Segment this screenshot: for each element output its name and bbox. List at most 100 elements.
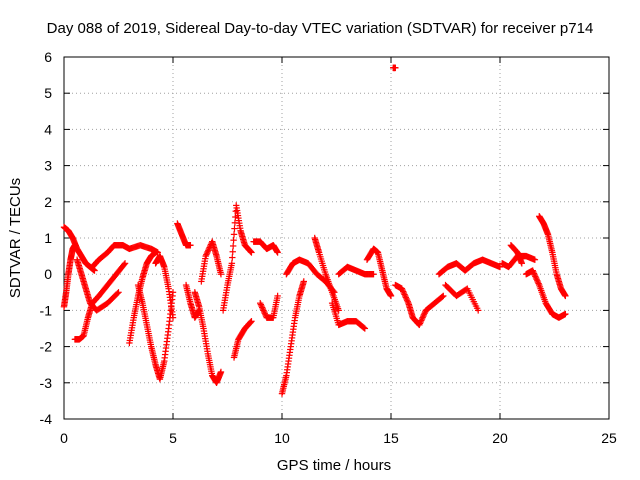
data-point <box>401 292 409 300</box>
data-point <box>260 307 267 314</box>
data-point <box>71 242 79 249</box>
data-point <box>398 285 406 292</box>
data-point <box>532 274 540 282</box>
data-point <box>534 278 542 286</box>
data-point <box>421 310 428 317</box>
data-point <box>229 254 236 261</box>
x-tick-label: 0 <box>60 430 68 446</box>
data-point <box>392 64 399 72</box>
data-point <box>532 273 539 280</box>
data-point <box>246 319 254 326</box>
data-point <box>360 324 368 331</box>
data-point <box>370 271 377 278</box>
data-point <box>419 314 426 321</box>
data-point <box>418 315 426 323</box>
data-points <box>60 64 569 397</box>
data-point <box>229 242 237 250</box>
x-tick-labels: 0 5 10 15 20 25 <box>60 430 617 446</box>
data-point <box>259 305 267 313</box>
data-point <box>169 314 177 321</box>
data-point <box>187 242 194 249</box>
x-tick-label: 25 <box>601 430 617 446</box>
data-point <box>205 247 212 254</box>
data-point <box>120 261 128 268</box>
data-point <box>257 299 264 307</box>
y-tick-label: -2 <box>40 339 53 355</box>
data-point <box>169 289 177 296</box>
grid-lines <box>64 57 609 419</box>
data-point <box>247 248 255 255</box>
data-point <box>529 267 536 274</box>
data-point <box>387 292 395 300</box>
data-point <box>402 294 410 301</box>
x-tick-label: 20 <box>492 430 508 446</box>
y-tick-label: 0 <box>44 266 52 282</box>
data-point <box>440 292 447 300</box>
data-point <box>417 318 424 326</box>
x-tick-label: 10 <box>274 430 290 446</box>
data-point <box>416 321 423 329</box>
data-point <box>152 249 159 256</box>
y-tick-label: -1 <box>40 302 53 318</box>
y-tick-label: 1 <box>44 230 52 246</box>
data-point <box>229 248 236 255</box>
data-point <box>400 288 407 295</box>
data-point <box>217 271 225 278</box>
data-point <box>115 289 122 296</box>
data-point <box>403 297 411 304</box>
data-point <box>400 289 408 297</box>
y-tick-label: 2 <box>44 194 52 210</box>
x-tick-label: 5 <box>169 430 177 446</box>
axis-ticks <box>63 56 610 420</box>
data-point <box>260 308 268 316</box>
data-point <box>531 271 538 279</box>
y-axis-label: SDTVAR / TECUs <box>7 178 24 298</box>
data-point <box>496 263 504 271</box>
data-point <box>258 304 266 311</box>
data-point <box>121 260 129 267</box>
data-point <box>261 310 268 317</box>
data-point <box>114 290 121 297</box>
data-point <box>217 368 225 376</box>
data-point <box>562 310 569 318</box>
data-point <box>202 252 209 260</box>
y-tick-label: 5 <box>44 85 52 101</box>
data-point <box>274 249 281 256</box>
data-point <box>416 320 424 327</box>
data-point <box>361 325 369 332</box>
data-point <box>230 236 237 244</box>
data-point <box>533 276 540 283</box>
data-point <box>274 292 281 300</box>
data-point <box>230 231 238 238</box>
data-point <box>475 307 482 314</box>
data-point <box>404 298 411 305</box>
x-tick-label: 15 <box>383 430 399 446</box>
y-tick-label: -4 <box>40 411 53 427</box>
data-point <box>246 247 254 255</box>
data-point <box>248 249 255 256</box>
data-point <box>204 248 211 255</box>
y-tick-label: 4 <box>44 121 52 137</box>
data-point <box>248 318 255 325</box>
data-point <box>531 256 539 263</box>
data-point <box>335 307 342 314</box>
data-point <box>401 291 408 298</box>
data-point <box>518 260 525 267</box>
data-point <box>91 267 98 274</box>
data-point <box>418 317 425 324</box>
x-axis-label: GPS time / hours <box>277 457 391 474</box>
data-point <box>257 301 265 308</box>
data-point <box>439 293 446 300</box>
data-point <box>530 268 537 276</box>
chart-title: Day 088 of 2019, Sidereal Day-to-day VTE… <box>47 20 594 37</box>
y-tick-label: 6 <box>44 49 52 65</box>
data-point <box>205 245 213 253</box>
data-point <box>247 318 255 326</box>
data-point <box>420 311 428 318</box>
data-point <box>231 225 238 232</box>
data-point <box>203 251 210 258</box>
data-point <box>535 280 542 287</box>
data-point <box>300 278 307 285</box>
data-point <box>562 292 569 300</box>
